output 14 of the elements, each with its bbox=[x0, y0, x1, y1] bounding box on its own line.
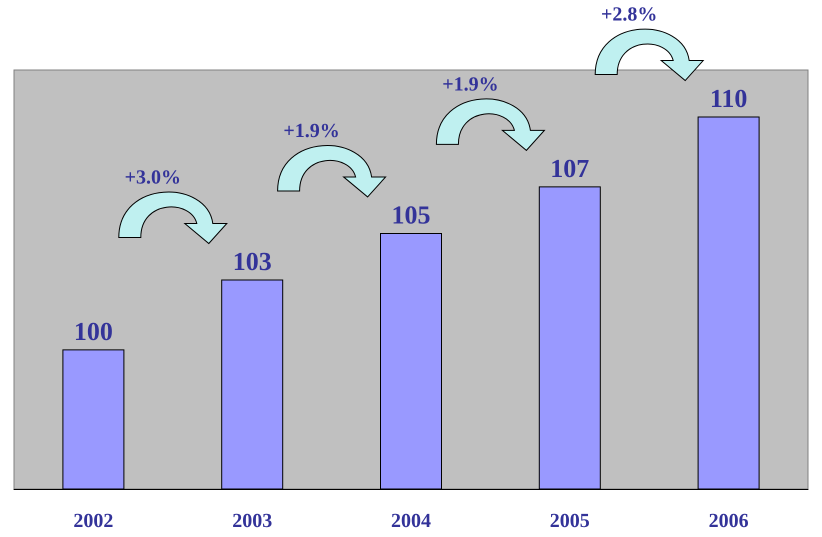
x-tick-label: 2004 bbox=[391, 510, 431, 532]
x-tick-label: 2005 bbox=[550, 510, 590, 532]
data-label: 110 bbox=[710, 84, 748, 114]
data-label: 100 bbox=[74, 316, 113, 346]
x-tick-label: 2003 bbox=[232, 510, 272, 532]
data-label: 105 bbox=[392, 200, 430, 230]
annotation: +1.9% bbox=[283, 120, 340, 142]
text: +2.8% bbox=[600, 4, 658, 26]
annotation: +1.9% bbox=[442, 73, 499, 96]
data-label: 107 bbox=[550, 154, 590, 183]
data-label: 103 bbox=[232, 247, 272, 276]
x-tick-label: 2002 bbox=[73, 510, 114, 532]
x-tick-label: 2006 bbox=[708, 510, 749, 532]
annotation: +3.0% bbox=[124, 166, 182, 188]
